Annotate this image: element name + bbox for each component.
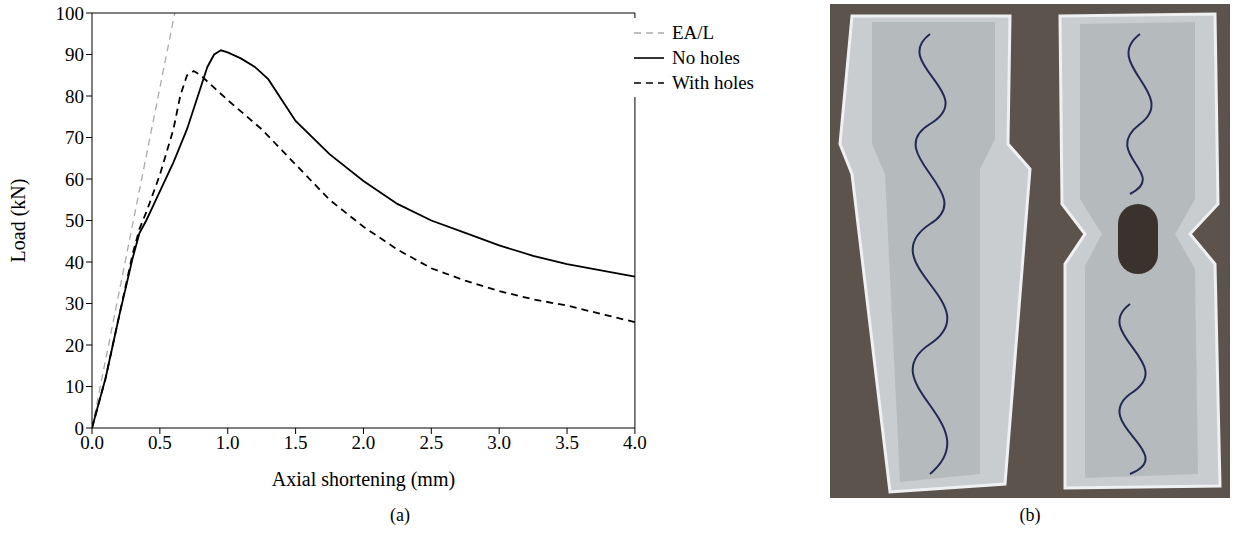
svg-text:0.5: 0.5 [148,432,172,453]
svg-text:Load (kN): Load (kN) [7,179,30,263]
html-text:(a): (a) [390,505,410,525]
svg-text:Axial shortening (mm): Axial shortening (mm) [272,468,455,491]
svg-text:90: 90 [65,44,84,65]
html-text:With holes: With holes [671,72,754,93]
svg-text:70: 70 [65,127,84,148]
html-text:(b): (b) [1019,505,1041,525]
svg-text:60: 60 [65,169,84,190]
svg-text:0: 0 [75,418,85,439]
svg-text:30: 30 [65,293,84,314]
svg-text:2.5: 2.5 [419,432,443,453]
svg-text:20: 20 [65,335,84,356]
html-text:No holes: No holes [671,47,740,68]
svg-text:0.0: 0.0 [80,432,104,454]
svg-text:80: 80 [65,86,84,107]
svg-text:3.5: 3.5 [555,432,579,453]
svg-text:1.0: 1.0 [216,432,240,453]
svg-text:50: 50 [65,210,84,231]
svg-text:4.0: 4.0 [623,432,647,453]
svg-text:2.0: 2.0 [352,432,376,453]
svg-text:40: 40 [65,252,84,273]
svg-text:3.0: 3.0 [487,432,511,453]
svg-text:100: 100 [56,3,85,24]
html-text:EA/L: EA/L [671,22,715,43]
svg-text:1.5: 1.5 [284,432,308,453]
svg-text:10: 10 [65,376,84,397]
